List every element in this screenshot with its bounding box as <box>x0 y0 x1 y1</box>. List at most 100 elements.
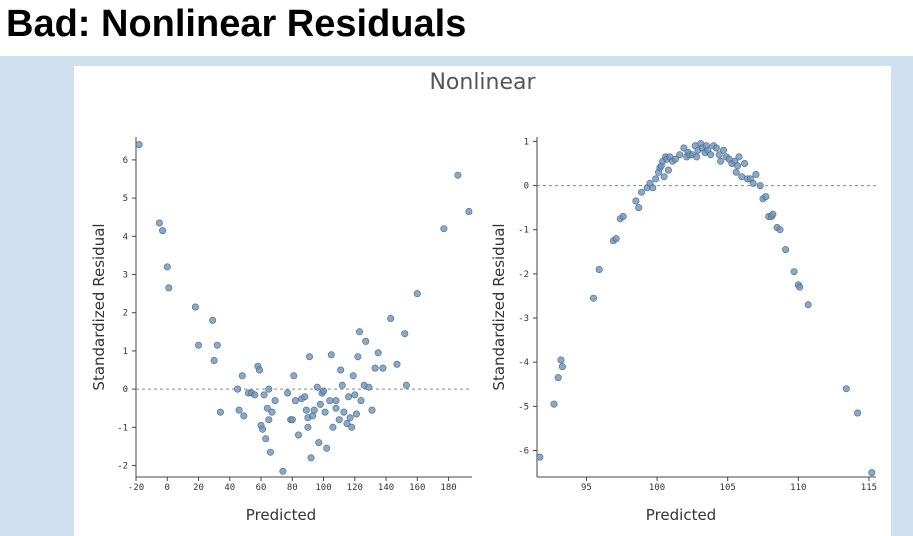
data-point <box>265 385 273 393</box>
data-point <box>632 197 640 205</box>
data-point <box>741 160 749 168</box>
data-point <box>790 268 798 276</box>
data-point <box>313 383 321 391</box>
data-point <box>349 372 357 380</box>
data-point <box>676 151 684 159</box>
data-point <box>304 423 312 431</box>
data-point <box>365 383 373 391</box>
data-point <box>717 157 725 165</box>
data-point <box>279 467 287 475</box>
data-point <box>558 363 566 371</box>
data-point <box>337 366 345 374</box>
data-point <box>619 213 627 221</box>
data-point <box>332 397 340 405</box>
data-point <box>263 404 271 412</box>
x-tick-label: 110 <box>790 483 806 493</box>
data-point <box>649 184 657 192</box>
data-point <box>159 227 167 235</box>
data-point <box>262 435 270 443</box>
data-point <box>327 351 335 359</box>
x-tick-label: 160 <box>409 483 425 493</box>
data-point <box>343 419 351 427</box>
data-point <box>379 364 387 372</box>
data-point <box>355 328 363 336</box>
residual-plot-1: -2 -1 0 1 2 3 4 5 6 -20 0 20 40 60 80 100 120 140 160 180 Pr… <box>90 137 473 524</box>
data-point <box>401 330 409 338</box>
data-point <box>268 408 276 416</box>
y-tick-label: -1 <box>518 226 529 236</box>
data-point <box>271 397 279 405</box>
x-tick-label: 60 <box>256 483 267 493</box>
y-tick-label: -5 <box>518 402 529 412</box>
data-point <box>680 144 688 152</box>
data-point <box>348 423 356 431</box>
data-point <box>842 385 850 393</box>
data-point <box>595 265 603 273</box>
data-point <box>440 225 448 233</box>
x-tick-label: 20 <box>193 483 204 493</box>
data-point <box>387 314 395 322</box>
data-point <box>635 204 643 212</box>
data-point <box>240 412 248 420</box>
data-point <box>213 341 221 349</box>
data-point <box>357 397 365 405</box>
x-tick-label: 95 <box>581 483 592 493</box>
data-point <box>413 290 421 298</box>
data-point <box>338 381 346 389</box>
x-tick-label: 120 <box>347 483 363 493</box>
data-point <box>260 391 268 399</box>
data-point <box>332 404 340 412</box>
data-point <box>454 171 462 179</box>
data-point <box>135 141 143 149</box>
data-point <box>326 397 334 405</box>
data-point <box>344 393 352 401</box>
data-point <box>234 385 242 393</box>
y-tick-label: 0 <box>123 385 128 395</box>
data-point <box>715 151 723 159</box>
data-point <box>719 146 727 154</box>
y-tick-label: 0 <box>524 182 529 192</box>
x-tick-label: 105 <box>720 483 736 493</box>
data-point <box>251 391 259 399</box>
data-point <box>536 453 544 461</box>
y-tick-label: -1 <box>117 423 128 433</box>
data-point <box>266 448 274 456</box>
data-point <box>752 171 760 179</box>
data-point <box>693 153 701 161</box>
data-point <box>238 372 246 380</box>
data-point <box>749 179 757 187</box>
data-point <box>550 400 558 408</box>
y-tick-label: 4 <box>123 232 128 242</box>
x-tick-label: -20 <box>128 483 144 493</box>
figure-title: Nonlinear <box>429 70 536 95</box>
data-point <box>294 431 302 439</box>
data-point <box>209 316 217 324</box>
data-point <box>216 408 224 416</box>
data-point <box>557 356 565 364</box>
y-axis-title: Standardized Residual <box>490 223 508 390</box>
data-point <box>612 235 620 243</box>
data-point <box>776 226 784 234</box>
x-tick-label: 100 <box>649 483 665 493</box>
y-tick-label: -2 <box>518 270 529 280</box>
data-point <box>351 391 359 399</box>
y-tick-label: 2 <box>123 309 128 319</box>
data-point <box>255 366 263 374</box>
y-axis-title: Standardized Residual <box>90 223 108 390</box>
slide-title: Bad: Nonlinear Residuals <box>6 3 467 45</box>
data-point <box>707 151 715 159</box>
x-axis-title: Predicted <box>646 506 716 524</box>
data-point <box>291 397 299 405</box>
x-axis-title: Predicted <box>246 506 316 524</box>
data-point <box>329 423 337 431</box>
data-point <box>191 303 199 311</box>
data-point <box>290 372 298 380</box>
figure-panel <box>74 66 891 536</box>
data-point <box>374 349 382 357</box>
x-tick-label: 100 <box>315 483 331 493</box>
data-point <box>712 144 720 152</box>
data-point <box>302 406 310 414</box>
y-tick-label: 6 <box>123 156 128 166</box>
data-point <box>210 356 218 364</box>
y-tick-label: 1 <box>524 137 529 147</box>
